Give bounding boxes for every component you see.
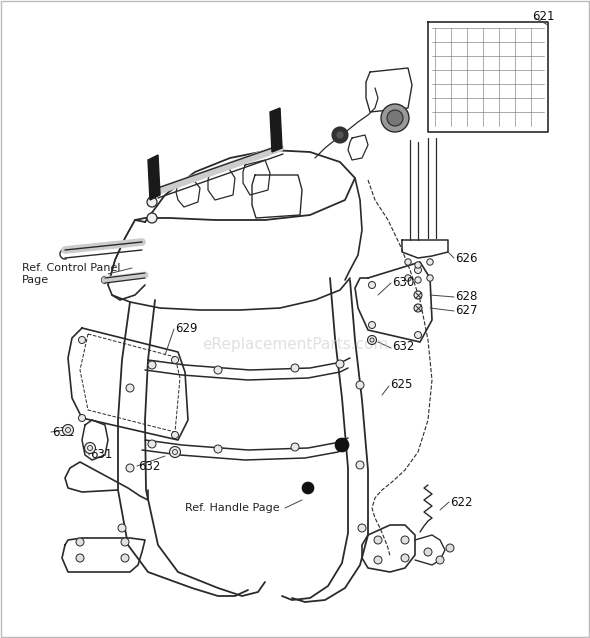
Circle shape xyxy=(148,361,156,369)
Circle shape xyxy=(405,259,411,265)
Circle shape xyxy=(76,554,84,562)
Circle shape xyxy=(302,482,314,494)
Circle shape xyxy=(336,439,344,447)
Circle shape xyxy=(369,281,375,288)
Text: 632: 632 xyxy=(52,426,74,438)
Circle shape xyxy=(356,461,364,469)
Text: eReplacementParts.com: eReplacementParts.com xyxy=(202,338,388,353)
Circle shape xyxy=(335,438,349,452)
Text: 628: 628 xyxy=(455,290,477,302)
Circle shape xyxy=(401,554,409,562)
Circle shape xyxy=(126,464,134,472)
Circle shape xyxy=(427,259,433,265)
Circle shape xyxy=(172,431,179,438)
Circle shape xyxy=(374,556,382,564)
Circle shape xyxy=(78,415,86,422)
Circle shape xyxy=(446,544,454,552)
Text: 622: 622 xyxy=(450,496,473,508)
Circle shape xyxy=(414,291,422,299)
Text: 630: 630 xyxy=(392,276,414,288)
Text: 631: 631 xyxy=(90,449,112,461)
Circle shape xyxy=(387,110,403,126)
Circle shape xyxy=(336,131,344,139)
Circle shape xyxy=(121,554,129,562)
Text: 632: 632 xyxy=(392,341,414,353)
Text: Page: Page xyxy=(22,275,49,285)
Circle shape xyxy=(172,357,179,364)
Circle shape xyxy=(214,366,222,374)
Text: Ref. Control Panel: Ref. Control Panel xyxy=(22,263,120,273)
Circle shape xyxy=(415,332,421,339)
Circle shape xyxy=(291,443,299,451)
Circle shape xyxy=(147,197,157,207)
Circle shape xyxy=(291,364,299,372)
Circle shape xyxy=(374,536,382,544)
Circle shape xyxy=(126,384,134,392)
Circle shape xyxy=(63,424,74,436)
Circle shape xyxy=(415,262,421,268)
Circle shape xyxy=(76,538,84,546)
Circle shape xyxy=(427,275,433,281)
Circle shape xyxy=(214,445,222,453)
Circle shape xyxy=(358,524,366,532)
Text: 629: 629 xyxy=(175,322,198,336)
Circle shape xyxy=(78,336,86,343)
Circle shape xyxy=(336,360,344,368)
Text: 627: 627 xyxy=(455,304,477,316)
Circle shape xyxy=(84,443,96,454)
Text: 626: 626 xyxy=(455,251,477,265)
Polygon shape xyxy=(270,108,282,152)
Text: 621: 621 xyxy=(532,10,555,22)
Polygon shape xyxy=(148,155,160,200)
Circle shape xyxy=(401,536,409,544)
Text: 625: 625 xyxy=(390,378,412,392)
Circle shape xyxy=(332,127,348,143)
Circle shape xyxy=(415,277,421,283)
Circle shape xyxy=(415,267,421,274)
Circle shape xyxy=(356,381,364,389)
Circle shape xyxy=(369,322,375,329)
Circle shape xyxy=(148,440,156,448)
Circle shape xyxy=(118,524,126,532)
Circle shape xyxy=(405,275,411,281)
Circle shape xyxy=(414,304,422,312)
Circle shape xyxy=(424,548,432,556)
Circle shape xyxy=(147,213,157,223)
Circle shape xyxy=(368,336,376,345)
Text: 632: 632 xyxy=(138,459,160,473)
Circle shape xyxy=(121,538,129,546)
Circle shape xyxy=(436,556,444,564)
Text: Ref. Handle Page: Ref. Handle Page xyxy=(185,503,280,513)
Circle shape xyxy=(169,447,181,457)
Circle shape xyxy=(381,104,409,132)
